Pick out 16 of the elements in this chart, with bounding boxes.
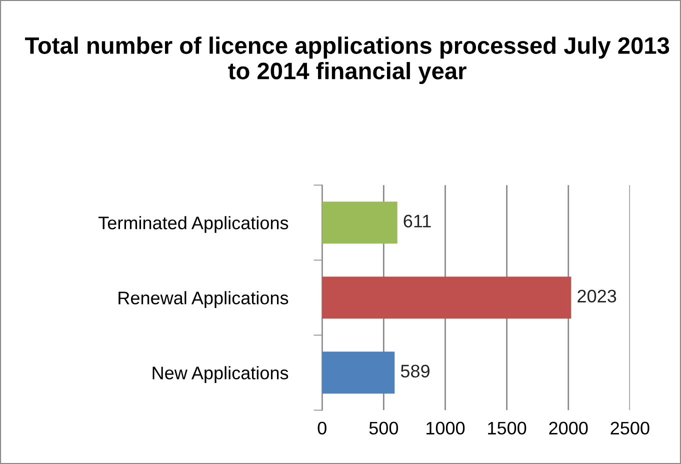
bar [322,276,572,319]
bar [322,202,398,244]
x-tick-label: 2500 [610,422,650,435]
x-tick-label: 2000 [549,422,588,435]
x-tick-label: 1500 [488,422,526,435]
x-tick-label: 0 [318,422,326,435]
x-tick-label: 1000 [426,422,465,435]
y-tick-label: Terminated Applications [98,216,288,233]
chart-title: Total number of licence applications processed July 2013 to 2014 financial year [25,36,670,84]
y-tick-label: Renewal Applications [118,291,288,308]
data-label: 589 [400,364,430,378]
bar [322,352,395,394]
x-tick-label: 500 [369,422,398,435]
y-tick-label: New Applications [152,366,288,383]
data-label: 611 [404,214,431,228]
data-label: 2023 [578,290,616,303]
